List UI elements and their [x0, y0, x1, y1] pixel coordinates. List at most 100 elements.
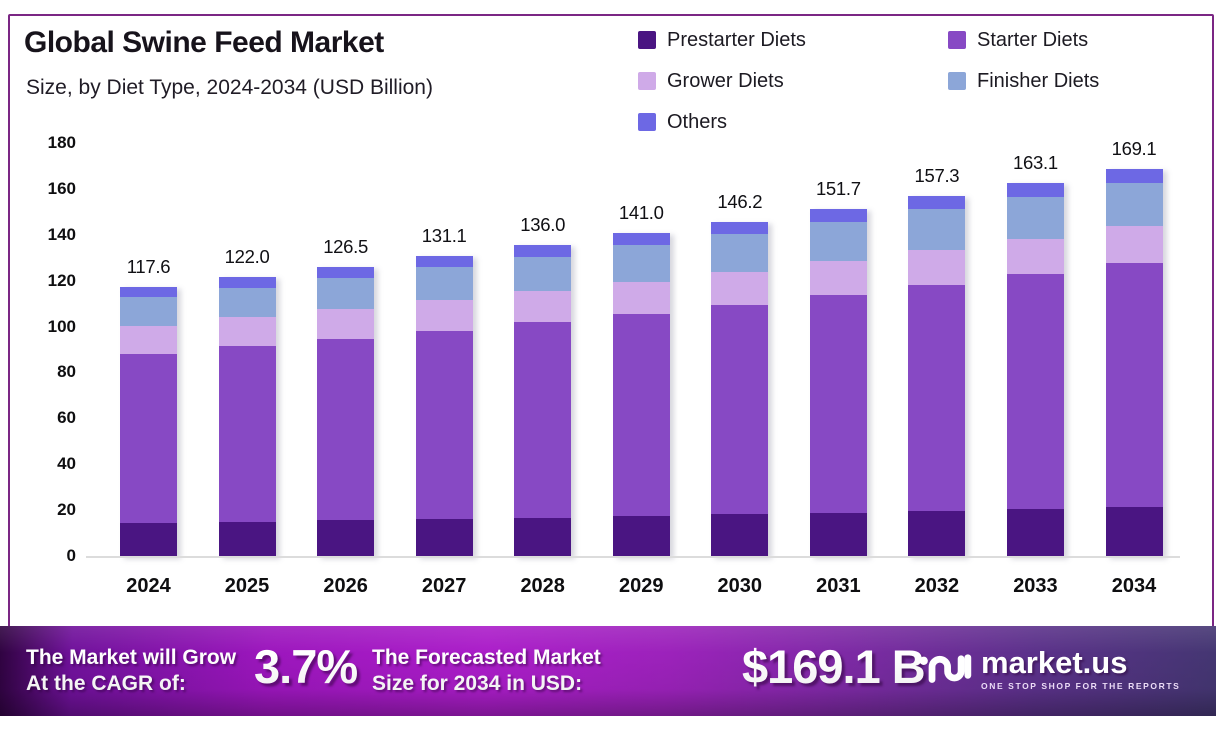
- bar-segment-starter-diets: [120, 353, 177, 524]
- forecast-label-line1: The Forecasted Market: [372, 646, 601, 669]
- legend-item-grower-diets: Grower Diets: [638, 67, 948, 95]
- x-axis-label-2028: 2028: [520, 575, 565, 597]
- bar-total-label-2030: 146.2: [717, 190, 763, 212]
- x-axis-label-2029: 2029: [619, 575, 664, 597]
- brand-text: market.us ONE STOP SHOP FOR THE REPORTS: [981, 647, 1180, 691]
- cagr-label-line1: The Market will Grow: [26, 646, 237, 669]
- bar-total-label-2034: 169.1: [1111, 138, 1157, 160]
- bar-2033: [1006, 182, 1064, 557]
- bar-2031: [809, 208, 867, 557]
- bar-segment-starter-diets: [809, 295, 867, 513]
- x-axis-label-2032: 2032: [914, 575, 960, 597]
- legend-item-finisher-diets: Finisher Diets: [948, 67, 1099, 95]
- bar-2030: [711, 221, 769, 557]
- bar-total-label-2029: 141.0: [618, 202, 664, 224]
- y-axis-tick-40: 40: [57, 454, 76, 474]
- cagr-label: The Market will Grow At the CAGR of:: [26, 645, 236, 698]
- x-axis-label-2031: 2031: [816, 575, 861, 597]
- bar-2034: [1105, 169, 1163, 557]
- legend-item-others: Others: [638, 108, 948, 136]
- legend-swatch-icon: [638, 113, 656, 131]
- x-axis-label-2027: 2027: [421, 575, 467, 597]
- cagr-value: 3.7%: [254, 640, 358, 693]
- bar-segment-prestarter-diets: [612, 515, 670, 557]
- y-axis-tick-100: 100: [47, 316, 76, 336]
- legend-item-starter-diets: Starter Diets: [948, 26, 1099, 54]
- brand-name: market.us: [981, 644, 1128, 680]
- bar-total-label-2031: 151.7: [815, 177, 861, 199]
- x-axis-label-2033: 2033: [1013, 575, 1058, 597]
- footer-banner: The Market will Grow At the CAGR of: 3.7…: [0, 626, 1216, 716]
- legend-label: Starter Diets: [977, 28, 1089, 51]
- y-axis-tick-20: 20: [57, 500, 76, 520]
- bar-segment-finisher-diets: [218, 287, 276, 318]
- x-axis-label-2025: 2025: [224, 575, 270, 597]
- bar-segment-finisher-diets: [908, 209, 966, 251]
- cagr-label-line2: At the CAGR of:: [26, 672, 186, 696]
- legend-swatch-icon: [638, 31, 656, 49]
- x-axis-label-2024: 2024: [126, 575, 171, 597]
- bar-segment-prestarter-diets: [514, 517, 572, 557]
- bar-segment-grower-diets: [711, 271, 769, 305]
- bar-segment-finisher-diets: [514, 256, 572, 292]
- bar-segment-finisher-diets: [1105, 183, 1163, 226]
- bar-2025: [218, 277, 276, 557]
- bar-segment-others: [711, 221, 769, 234]
- bar-segment-finisher-diets: [317, 277, 375, 309]
- brand-logo[interactable]: market.us ONE STOP SHOP FOR THE REPORTS: [918, 643, 1180, 694]
- bar-segment-prestarter-diets: [415, 518, 473, 557]
- y-axis-tick-140: 140: [47, 224, 76, 244]
- legend-label: Others: [667, 110, 728, 133]
- bar-segment-finisher-diets: [1006, 196, 1064, 239]
- bar-total-label-2025: 122.0: [224, 246, 270, 268]
- page-title: Global Swine Feed Market: [24, 26, 384, 59]
- bar-segment-finisher-diets: [711, 233, 769, 272]
- bar-segment-starter-diets: [415, 330, 473, 519]
- bar-segment-others: [120, 287, 177, 298]
- forecast-label-line2: Size for 2034 in USD:: [372, 672, 583, 696]
- bar-segment-others: [908, 196, 966, 210]
- legend-label: Prestarter Diets: [667, 28, 806, 51]
- bar-segment-finisher-diets: [120, 297, 177, 326]
- legend-swatch-icon: [638, 72, 656, 90]
- bar-segment-starter-diets: [711, 304, 769, 515]
- bar-segment-grower-diets: [514, 291, 572, 323]
- bar-total-label-2028: 136.0: [520, 213, 566, 235]
- bar-total-label-2024: 117.6: [126, 256, 171, 278]
- y-axis-tick-180: 180: [47, 133, 76, 152]
- bar-total-label-2033: 163.1: [1013, 151, 1058, 173]
- bar-2032: [908, 196, 966, 557]
- bar-total-label-2032: 157.3: [914, 165, 960, 187]
- brand-tagline: ONE STOP SHOP FOR THE REPORTS: [981, 680, 1181, 691]
- bar-2028: [514, 244, 572, 557]
- bar-segment-starter-diets: [317, 338, 375, 521]
- legend-label: Finisher Diets: [977, 69, 1100, 92]
- forecast-label: The Forecasted Market Size for 2034 in U…: [372, 645, 601, 698]
- legend-label: Grower Diets: [667, 69, 784, 92]
- chart-legend: Prestarter Diets Starter Diets Grower Diet…: [638, 26, 1099, 136]
- bar-segment-grower-diets: [317, 308, 375, 339]
- x-axis-label-2026: 2026: [323, 575, 368, 597]
- bar-segment-others: [1006, 182, 1064, 197]
- bar-segment-grower-diets: [120, 325, 177, 354]
- bar-segment-starter-diets: [1105, 262, 1163, 507]
- page-subtitle: Size, by Diet Type, 2024-2034 (USD Billi…: [26, 76, 433, 99]
- bar-segment-grower-diets: [612, 281, 670, 314]
- x-axis-label-2030: 2030: [717, 575, 763, 597]
- bar-segment-others: [1105, 169, 1163, 183]
- bar-segment-starter-diets: [908, 285, 966, 511]
- bar-segment-others: [612, 233, 670, 245]
- bar-segment-grower-diets: [908, 250, 966, 286]
- bar-segment-grower-diets: [218, 317, 276, 347]
- bar-2026: [317, 266, 375, 557]
- bar-segment-prestarter-diets: [317, 520, 375, 557]
- bar-segment-prestarter-diets: [120, 523, 177, 557]
- bar-segment-prestarter-diets: [908, 510, 966, 557]
- bar-2029: [612, 233, 670, 557]
- bar-segment-finisher-diets: [415, 267, 473, 301]
- bar-segment-others: [218, 277, 276, 288]
- bar-segment-prestarter-diets: [1006, 509, 1064, 557]
- bar-total-label-2027: 131.1: [421, 225, 467, 247]
- bar-segment-finisher-diets: [809, 221, 867, 262]
